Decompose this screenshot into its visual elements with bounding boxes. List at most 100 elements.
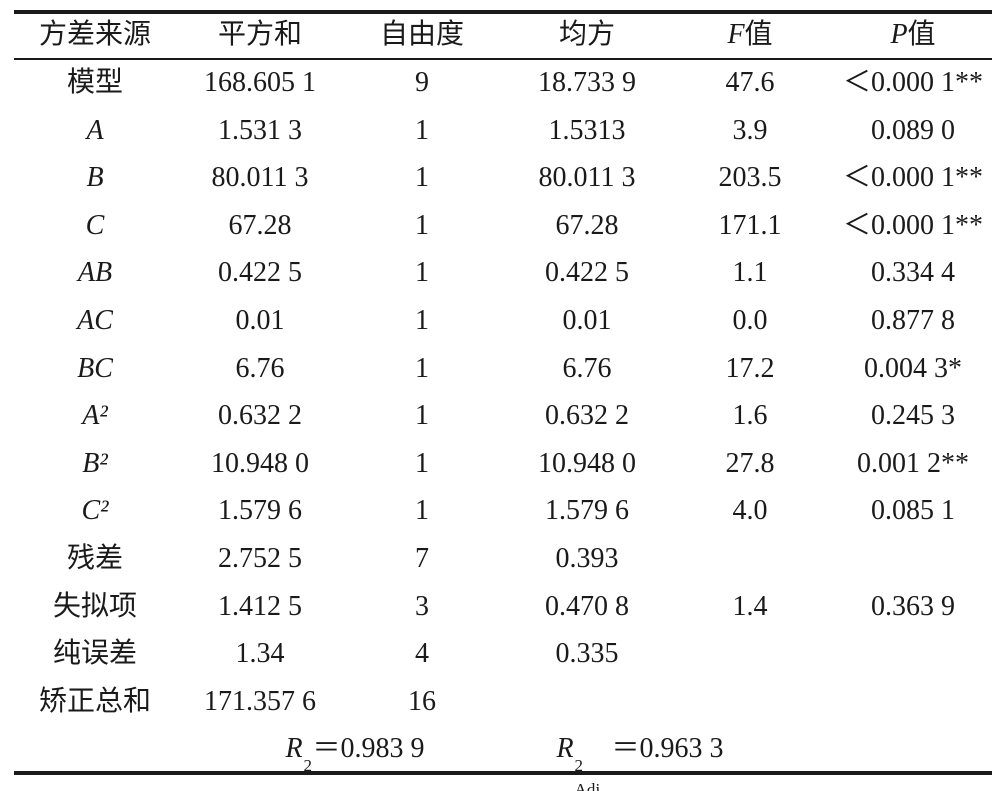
row-label: A <box>86 114 104 146</box>
header-cell: 平方和 <box>217 19 302 50</box>
cell-value: 1.5313 <box>548 114 626 146</box>
cell-value: 1.4 <box>732 590 768 622</box>
superscript: 2 <box>303 756 313 776</box>
bottom-rule <box>14 771 992 775</box>
cell-value: 18.733 9 <box>538 67 636 98</box>
cell-value: 0.335 <box>555 638 619 670</box>
header-symbol: F <box>727 19 745 50</box>
cell-value: 1 <box>415 162 429 194</box>
cell-value: 171.1 <box>718 209 782 241</box>
cell-value: 168.605 1 <box>204 67 316 98</box>
stat-value: ＝0.983 9 <box>312 733 425 765</box>
cell-value: 1 <box>415 114 429 146</box>
cell-value: 1.579 6 <box>218 495 302 527</box>
top-rule <box>14 10 992 14</box>
cell-value: 4.0 <box>732 495 768 527</box>
fit-statistic: R 2 Adj ＝0.963 3 <box>490 726 790 791</box>
cell-value: 0.422 5 <box>545 257 629 289</box>
row-label: B <box>86 162 104 194</box>
header-cell: 自由度 <box>379 19 464 50</box>
cell-value: 6.76 <box>562 352 612 384</box>
header-cell: 方差来源 <box>38 19 151 50</box>
cell-value: 1 <box>415 305 429 336</box>
cell-value: 0.01 <box>562 305 612 336</box>
cell-value: 7 <box>415 543 429 574</box>
cell-value: 10.948 0 <box>538 447 636 479</box>
cell-value: 80.011 3 <box>211 162 309 194</box>
cell-value: 0.001 2** <box>857 447 969 479</box>
cell-value: 27.8 <box>725 447 775 479</box>
cell-value: 17.2 <box>725 352 775 384</box>
header-text: 值 <box>907 19 936 50</box>
stat-value: ＝0.963 3 <box>611 733 724 765</box>
row-label: C <box>85 209 105 241</box>
cell-value: 10.948 0 <box>211 447 309 479</box>
header-cell: P值 <box>813 12 1007 58</box>
header-text: 值 <box>744 19 773 50</box>
cell-value: 6.76 <box>235 352 285 384</box>
stat-symbol: R <box>285 733 303 765</box>
row-label: AB <box>77 257 113 289</box>
cell-value: 67.28 <box>555 209 619 241</box>
row-label: B² <box>82 447 108 479</box>
cell-value: 80.011 3 <box>538 162 636 194</box>
header-symbol: P <box>890 19 908 50</box>
cell-value: 47.6 <box>725 67 775 98</box>
row-label: BC <box>77 352 113 384</box>
row-label: C² <box>81 495 109 527</box>
cell-value: 1 <box>415 257 429 289</box>
row-label: 矫正总和 <box>38 685 151 717</box>
cell-value: 0.334 4 <box>871 257 955 289</box>
row-label: 失拟项 <box>52 590 137 622</box>
row-label: AC <box>77 305 113 336</box>
cell-value: 1 <box>415 209 429 241</box>
stat-symbol: R <box>556 733 574 765</box>
cell-value: 16 <box>408 685 436 717</box>
cell-value: 0.245 3 <box>871 400 955 432</box>
fit-statistic: R 2 ＝0.983 9 <box>205 726 505 775</box>
row-label: 纯误差 <box>52 638 137 670</box>
cell-value: 4 <box>415 638 429 670</box>
cell-value: ＜0.000 1** <box>842 209 983 241</box>
cell-value: 1.412 5 <box>218 590 302 622</box>
cell-value: 0.393 <box>555 543 619 574</box>
cell-value: 0.089 0 <box>871 114 955 146</box>
cell-value: 3 <box>415 590 429 622</box>
cell-value: 0.363 9 <box>871 590 955 622</box>
cell-value: 0.004 3* <box>864 352 962 384</box>
cell-value: 2.752 5 <box>218 543 302 574</box>
header-rule <box>14 58 992 60</box>
superscript: 2 <box>574 756 584 776</box>
cell-value: 1 <box>415 400 429 432</box>
cell-value: 1 <box>415 352 429 384</box>
cell-value: 1.1 <box>732 257 768 289</box>
row-label: A² <box>82 400 108 432</box>
header-cell: 均方 <box>558 19 615 50</box>
cell-value: 1.6 <box>732 400 768 432</box>
header-cell: F值 <box>650 12 850 58</box>
cell-value: 1 <box>415 447 429 479</box>
cell-value: 0.0 <box>732 305 768 336</box>
cell-value: 1.34 <box>235 638 285 670</box>
cell-value: 0.01 <box>235 305 285 336</box>
cell-value: 1.579 6 <box>545 495 629 527</box>
cell-value: ＜0.000 1** <box>842 67 983 98</box>
cell-value: 0.877 8 <box>871 305 955 336</box>
cell-value: 171.357 6 <box>204 685 316 717</box>
cell-value: 0.632 2 <box>218 400 302 432</box>
cell-value: ＜0.000 1** <box>842 162 983 194</box>
cell-value: 0.422 5 <box>218 257 302 289</box>
cell-value: 203.5 <box>718 162 782 194</box>
cell-value: 1.531 3 <box>218 114 302 146</box>
cell-value: 9 <box>415 67 429 98</box>
cell-value: 0.470 8 <box>545 590 629 622</box>
cell-value: 1 <box>415 495 429 527</box>
subscript: Adj <box>574 780 601 791</box>
cell-value: 0.085 1 <box>871 495 955 527</box>
cell-value: 3.9 <box>732 114 768 146</box>
row-label: 模型 <box>66 67 123 98</box>
row-label: 残差 <box>66 543 123 574</box>
cell-value: 0.632 2 <box>545 400 629 432</box>
cell-value: 67.28 <box>228 209 292 241</box>
